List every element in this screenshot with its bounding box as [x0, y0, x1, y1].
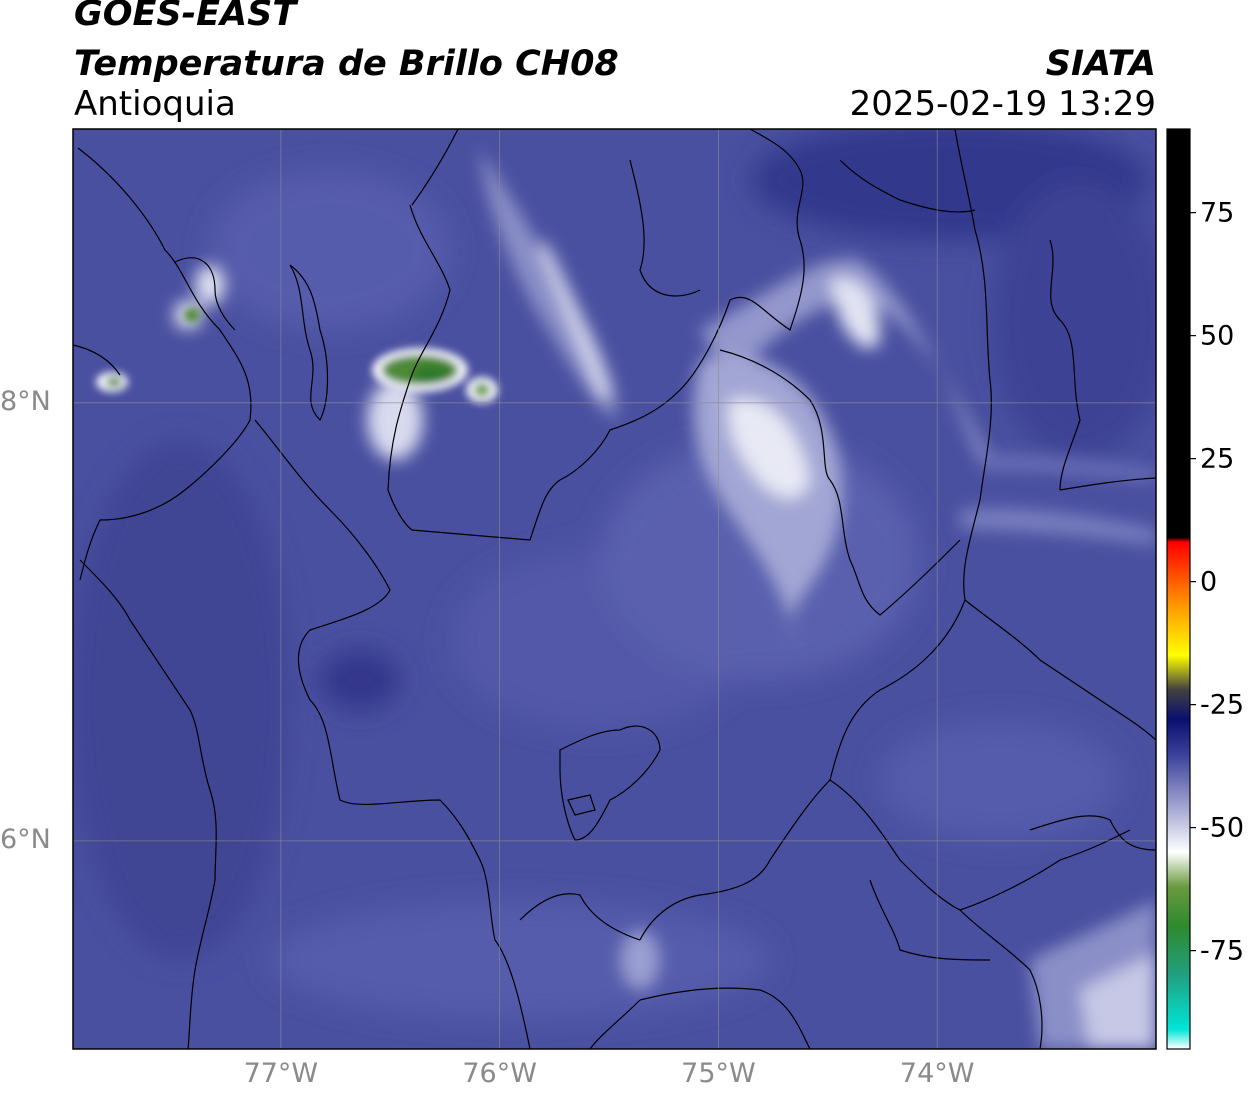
cloud-bands [174, 150, 1156, 1049]
boundaries [73, 129, 1156, 1049]
temperature-field [73, 129, 1156, 1020]
colorbar-tick-marks [1190, 212, 1196, 952]
colorbar-tick-label: 50 [1200, 320, 1235, 352]
lon-tick-label: 75°W [681, 1058, 756, 1089]
colorbar-tick-label: -75 [1200, 935, 1245, 967]
lat-tick-label: 6°N [0, 823, 51, 855]
colorbar-tick-label: 25 [1200, 443, 1235, 475]
map-frame [72, 128, 1157, 1050]
colorbar-tick-label: 75 [1200, 197, 1235, 229]
lon-tick-label: 76°W [462, 1058, 537, 1089]
gridlines [73, 129, 1156, 1049]
lat-tick-label: 8°N [0, 385, 51, 417]
colorbar-tick-label: -50 [1200, 812, 1245, 844]
satellite-title: GOES-EAST [74, 0, 297, 34]
organization-label: SIATA [1045, 44, 1156, 84]
cold-cloud-tops [96, 308, 498, 403]
product-title: Temperatura de Brillo CH08 [74, 44, 619, 84]
colorbar-tick-label: -25 [1200, 689, 1245, 721]
colorbar [1167, 129, 1190, 1049]
region-label: Antioquia [74, 84, 236, 124]
colorbar-frame [1166, 128, 1191, 1050]
lon-tick-label: 74°W [899, 1058, 975, 1089]
lon-tick-label: 77°W [243, 1058, 319, 1089]
datetime-label: 2025-02-19 13:29 [849, 84, 1156, 124]
map-area [73, 129, 1156, 1049]
colorbar-tick-label: 0 [1200, 566, 1218, 598]
